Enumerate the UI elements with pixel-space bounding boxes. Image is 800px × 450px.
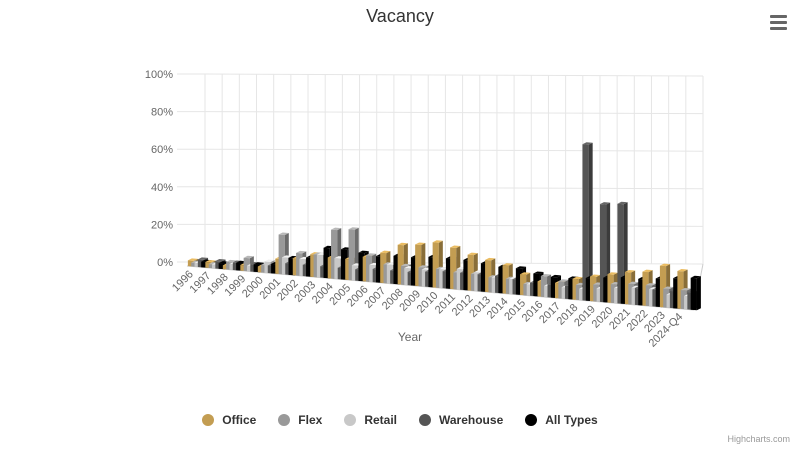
legend-item-retail[interactable]: Retail [344, 413, 397, 427]
y-tick-label: 60% [151, 144, 173, 156]
x-axis-title: Year [398, 330, 422, 344]
legend: Office Flex Retail Warehouse All Types [0, 413, 800, 427]
legend-item-all-types[interactable]: All Types [525, 413, 598, 427]
gridline [204, 148, 704, 152]
y-tick-label: 40% [151, 182, 173, 194]
y-tick-label: 80% [151, 107, 173, 119]
legend-label: Warehouse [439, 413, 504, 427]
legend-label: All Types [545, 413, 598, 427]
legend-marker [419, 414, 431, 426]
floor-front-edge [186, 265, 695, 311]
legend-marker [344, 414, 357, 426]
y-tick-label: 20% [151, 219, 173, 231]
legend-marker [525, 414, 538, 426]
y-tick-label: 100% [145, 69, 173, 81]
gridline [204, 111, 704, 115]
y-tick-label: 0% [157, 257, 173, 269]
legend-label: Retail [364, 413, 397, 427]
hamburger-menu-icon[interactable] [766, 12, 790, 34]
gridline [204, 73, 704, 77]
legend-label: Office [222, 413, 257, 427]
legend-label: Flex [298, 413, 323, 427]
chart-title: Vacancy [366, 6, 434, 26]
legend-marker [278, 414, 291, 426]
legend-item-flex[interactable]: Flex [278, 413, 322, 427]
credits-link[interactable]: Highcharts.com [727, 434, 790, 444]
legend-marker [202, 414, 215, 426]
legend-item-warehouse[interactable]: Warehouse [419, 413, 503, 427]
legend-item-office[interactable]: Office [202, 413, 256, 427]
gridline [204, 186, 704, 190]
bar-all-types[interactable] [690, 275, 701, 311]
bar-warehouse[interactable] [582, 142, 593, 301]
gridline [204, 223, 704, 227]
